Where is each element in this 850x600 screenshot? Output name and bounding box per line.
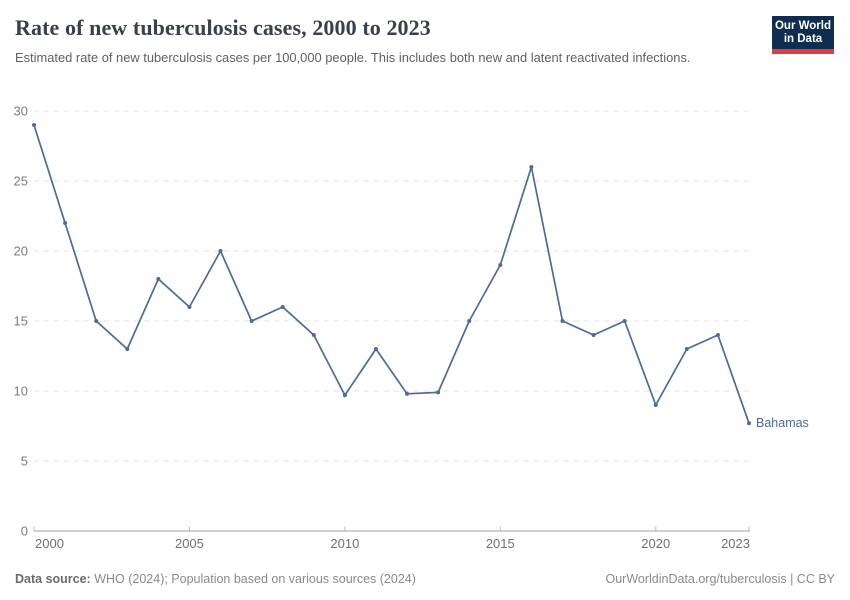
data-point[interactable]	[498, 263, 503, 267]
data-point[interactable]	[94, 319, 99, 323]
data-point[interactable]	[591, 333, 596, 337]
y-tick-label: 5	[21, 454, 28, 469]
owid-logo[interactable]: Our World in Data	[772, 16, 834, 54]
owid-link[interactable]: OurWorldinData.org/tuberculosis | CC BY	[605, 572, 836, 586]
x-tick-label: 2005	[175, 536, 204, 551]
data-point[interactable]	[156, 277, 161, 281]
data-point[interactable]	[311, 333, 316, 337]
data-point[interactable]	[32, 123, 36, 127]
x-tick-label: 2000	[35, 536, 64, 551]
data-point[interactable]	[342, 393, 347, 398]
data-point[interactable]	[405, 391, 410, 396]
x-tick-label: 2015	[486, 536, 515, 551]
y-tick-label: 20	[14, 244, 28, 259]
data-point[interactable]	[467, 319, 472, 323]
data-source-text: WHO (2024); Population based on various …	[90, 572, 416, 586]
data-point[interactable]	[529, 165, 534, 169]
data-line[interactable]	[33, 124, 750, 425]
data-point[interactable]	[187, 305, 192, 309]
series-label[interactable]: Bahamas	[756, 416, 809, 430]
data-point[interactable]	[436, 390, 441, 395]
y-tick-label: 10	[14, 384, 28, 399]
data-point[interactable]	[684, 347, 689, 351]
y-tick-label: 15	[14, 314, 28, 329]
y-tick-label: 25	[14, 174, 28, 189]
data-point[interactable]	[218, 249, 223, 253]
data-point[interactable]	[715, 333, 720, 337]
data-point[interactable]	[373, 347, 378, 351]
chart-subtitle: Estimated rate of new tuberculosis cases…	[15, 50, 691, 65]
data-source-note: Data source: WHO (2024); Population base…	[15, 572, 416, 586]
data-point[interactable]	[747, 421, 751, 426]
data-point[interactable]	[63, 221, 68, 225]
data-point[interactable]	[249, 319, 254, 323]
x-tick-label: 2020	[641, 536, 670, 551]
data-source-label: Data source:	[15, 572, 91, 586]
x-tick-label: 2023	[721, 536, 750, 551]
chart-footer: Data source: WHO (2024); Population base…	[15, 572, 835, 586]
owid-logo-redbar	[772, 49, 834, 54]
line-chart: 0 5 10 15 20 25 30 2000 2005 2010 2015 2020 2023 Baha…	[14, 104, 809, 552]
y-tick-label: 30	[14, 104, 28, 119]
chart-title: Rate of new tuberculosis cases, 2000 to …	[15, 15, 431, 40]
data-point[interactable]	[653, 403, 658, 407]
data-point[interactable]	[280, 305, 285, 309]
data-point[interactable]	[560, 319, 565, 323]
chart-header: Rate of new tuberculosis cases, 2000 to …	[15, 15, 835, 68]
x-tick-label: 2010	[330, 536, 359, 551]
owid-logo-text: Our World in Data	[772, 16, 834, 49]
data-point[interactable]	[622, 319, 627, 323]
y-tick-label: 0	[21, 524, 28, 539]
data-point[interactable]	[125, 347, 130, 351]
